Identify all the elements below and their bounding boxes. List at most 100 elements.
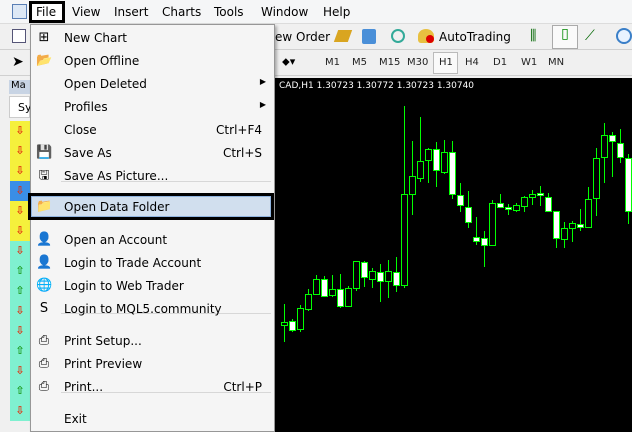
arrow-up-icon: ⇧ [15,284,25,297]
menu-item-login-to-mql5-community[interactable]: S Login to MQL5.community [31,298,274,320]
timeframe-d1[interactable]: D1 [493,57,508,68]
objects-dropdown[interactable]: ⬥▾ [282,55,296,68]
menu-help[interactable]: Help [323,5,351,19]
candle-body [600,135,608,159]
timeframe-w1[interactable]: W1 [521,57,538,68]
candle-body [344,288,352,307]
autotrading-button[interactable]: AutoTrading [439,30,511,44]
menu-item-open-offline[interactable]: 📂 Open Offline [31,50,274,72]
new-chart-toolbar-icon[interactable] [12,29,26,43]
market-watch-icon[interactable] [333,30,353,42]
arrow-up-icon: ⇧ [15,384,25,397]
candle-body [456,195,464,206]
market-watch-row[interactable]: ⇩ [10,221,30,241]
candle-body [608,135,616,143]
market-watch-row[interactable]: ⇩ [10,361,30,381]
price-chart[interactable]: CAD,H1 1.30723 1.30772 1.30723 1.30740 [275,78,632,432]
timeframe-m5[interactable]: M5 [352,57,367,68]
market-watch-row[interactable]: ⇩ [10,321,30,341]
folder-open-icon: 📂 [36,53,53,68]
menu-item-close[interactable]: Close Ctrl+F4 [31,119,274,141]
menu-item-label: Open Deleted [64,77,147,91]
menu-window[interactable]: Window [261,5,309,19]
candle-body [520,197,528,207]
market-watch-row[interactable]: ⇩ [10,141,30,161]
candle-body [304,294,312,310]
menu-item-save-as[interactable]: 💾 Save As Ctrl+S [31,142,274,164]
candle-body [464,207,472,224]
zoom-in-icon[interactable] [616,28,632,44]
timeframe-h4[interactable]: H4 [465,57,479,68]
candle-body [488,203,496,246]
print-setup-icon: ⎙ [38,333,50,348]
market-watch-row[interactable]: ⇧ [10,261,30,281]
menu-item-new-chart[interactable]: ⊞ New Chart [31,27,274,49]
candle-wick [483,230,485,267]
line-chart-icon[interactable]: ⟋ [585,28,595,44]
market-watch-row[interactable]: ⇩ [10,241,30,261]
menu-item-shortcut: Ctrl+P [223,380,262,394]
candle-body [480,238,488,246]
menu-item-label: Open Offline [64,54,140,68]
candle-body [280,322,288,326]
navigator-icon[interactable] [362,29,376,44]
menu-item-open-data-folder[interactable]: 📁 Open Data Folder [31,196,274,218]
candle-body [576,224,584,228]
arrow-down-icon: ⇩ [15,184,25,197]
cursor-icon[interactable]: ➤ [12,54,24,70]
menu-tools[interactable]: Tools [214,5,244,19]
market-watch-row[interactable]: ⇧ [10,281,30,301]
candle-body [448,152,456,196]
folder-icon: 📁 [36,199,53,214]
menu-item-open-deleted[interactable]: Open Deleted ▶ [31,73,274,95]
menu-file[interactable]: File [36,5,57,19]
market-watch-row[interactable]: ⇩ [10,301,30,321]
market-watch-row[interactable]: ⇩ [10,181,30,201]
menu-item-open-an-account[interactable]: 👤 Open an Account [31,229,274,251]
new-order-button[interactable]: ew Order [275,30,331,44]
menu-hover-bg [31,196,271,217]
menu-item-label: Save As [64,146,112,160]
signal-icon[interactable] [391,29,405,43]
login-icon: 👤 [36,255,53,270]
timeframe-m1[interactable]: M1 [325,57,340,68]
market-watch-row[interactable]: ⇩ [10,161,30,181]
candlestick-chart-button[interactable]: ▯ [552,25,578,49]
menu-view[interactable]: View [72,5,101,19]
arrow-up-icon: ⇧ [15,264,25,277]
menu-item-exit[interactable]: Exit [31,408,274,430]
menu-item-login-to-trade-account[interactable]: 👤 Login to Trade Account [31,252,274,274]
menu-item-login-to-web-trader[interactable]: 🌐 Login to Web Trader [31,275,274,297]
candle-wick [379,264,381,302]
autotrading-icon[interactable] [418,29,434,43]
submenu-arrow-icon: ▶ [259,100,266,109]
menu-item-label: Profiles [64,100,108,114]
file-menu-highlight [29,1,65,23]
candle-wick [427,148,429,183]
market-watch-row[interactable]: ⇩ [10,401,30,421]
arrow-down-icon: ⇩ [15,164,25,177]
timeframe-h1-selected [433,52,458,74]
market-watch-row[interactable]: ⇩ [10,201,30,221]
market-watch-row[interactable]: ⇧ [10,341,30,361]
timeframe-mn[interactable]: MN [548,57,565,68]
menu-item-shortcut: Ctrl+F4 [216,123,262,137]
market-watch-row[interactable]: ⇧ [10,381,30,401]
menu-item-save-as-picture[interactable]: 🖫 Save As Picture... [31,165,274,187]
menu-item-label: Login to Trade Account [64,256,202,270]
timeframe-m15[interactable]: M15 [379,57,401,68]
market-watch-row[interactable]: ⇩ [10,121,30,141]
menu-item-print[interactable]: ⎙ Print... Ctrl+P [31,376,274,398]
bar-chart-icon[interactable]: ⫼ [530,28,537,44]
timeframe-m30[interactable]: M30 [407,57,429,68]
symbol-column-header[interactable]: Sy [9,96,32,118]
menu-insert[interactable]: Insert [114,5,149,19]
candle-body [624,158,632,213]
arrow-down-icon: ⇩ [15,224,25,237]
menu-item-print-setup[interactable]: ⎙ Print Setup... [31,330,274,352]
menu-item-profiles[interactable]: Profiles ▶ [31,96,274,118]
timeframe-h1[interactable]: H1 [439,57,453,68]
web-trader-icon: 🌐 [36,278,53,293]
menu-item-print-preview[interactable]: ⎙ Print Preview [31,353,274,375]
menu-charts[interactable]: Charts [162,5,202,19]
